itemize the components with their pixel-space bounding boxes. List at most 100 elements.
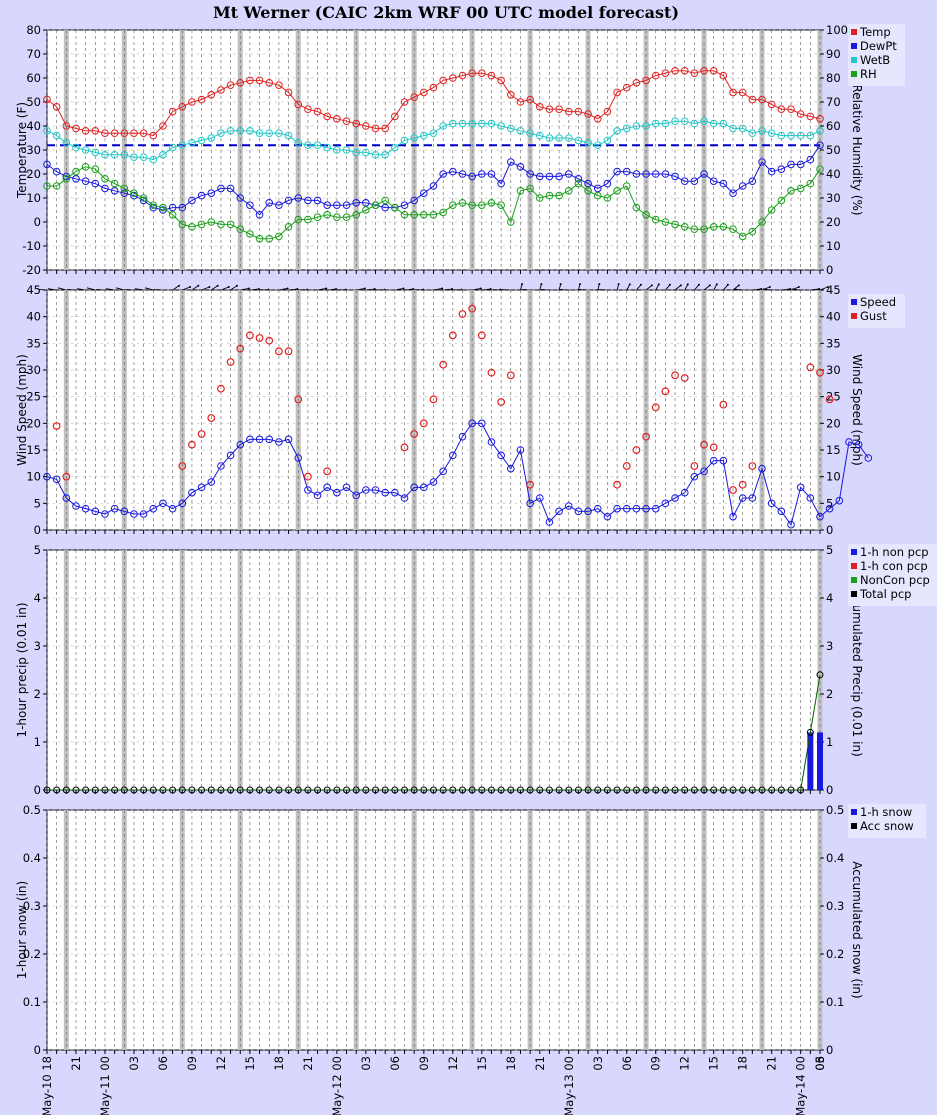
gust-point bbox=[526, 480, 535, 489]
x-tick-label: 18 bbox=[272, 1056, 286, 1071]
y-axis-label: 1-hour snow (in) bbox=[15, 881, 29, 979]
wind-arrow-head bbox=[247, 287, 250, 290]
legend-swatch bbox=[851, 57, 857, 63]
speed-point bbox=[342, 483, 351, 492]
y-tick-label: 15 bbox=[26, 443, 41, 457]
dewpt-point bbox=[497, 179, 505, 188]
accum-point bbox=[149, 786, 157, 794]
rh-point bbox=[700, 225, 708, 233]
wetb-point bbox=[207, 134, 216, 142]
dewpt-point bbox=[468, 172, 476, 181]
y-tick-label: 0.3 bbox=[23, 899, 41, 913]
y-axis-label: Wind Speed (mph) bbox=[15, 354, 29, 466]
legend-swatch bbox=[851, 823, 857, 829]
accum-point bbox=[169, 786, 177, 794]
y2-tick-label: 0.4 bbox=[826, 851, 844, 865]
speed-point bbox=[671, 494, 679, 502]
gust-point bbox=[497, 398, 506, 406]
chart-title: Mt Werner (CAIC 2km WRF 00 UTC model for… bbox=[213, 3, 679, 22]
speed-point bbox=[603, 512, 612, 521]
dewpt-point bbox=[52, 167, 61, 176]
speed-point bbox=[52, 475, 61, 484]
legend-label: 1-h non pcp bbox=[860, 545, 929, 559]
accum-point bbox=[420, 786, 428, 794]
accum-point bbox=[642, 786, 650, 794]
temp-point bbox=[197, 95, 206, 104]
x-tick-label: 15 bbox=[243, 1056, 257, 1071]
y-tick-label: 0 bbox=[34, 523, 41, 537]
accum-point bbox=[285, 786, 293, 794]
y-tick-label: 50 bbox=[26, 95, 41, 109]
dewpt-point bbox=[101, 184, 109, 193]
dewpt-point bbox=[333, 201, 341, 209]
rh-point bbox=[101, 175, 109, 183]
speed-point bbox=[526, 499, 534, 508]
temp-point bbox=[796, 110, 805, 118]
accum-point bbox=[700, 786, 708, 794]
rh-point bbox=[796, 184, 805, 193]
y2-tick-label: 45 bbox=[826, 283, 841, 297]
accum-point bbox=[343, 786, 351, 794]
y2-axis-label: Accumulated snow (in) bbox=[850, 861, 864, 998]
accum-point bbox=[53, 786, 61, 794]
accum-point bbox=[787, 786, 795, 794]
accum-point bbox=[401, 786, 409, 794]
gust-point bbox=[52, 422, 61, 430]
rh-point bbox=[816, 165, 824, 173]
wind-arrow-head bbox=[216, 284, 219, 287]
temp-point bbox=[371, 124, 380, 133]
dewpt-point bbox=[275, 201, 283, 209]
accum-point bbox=[323, 786, 331, 794]
accum-point bbox=[516, 786, 524, 794]
gust-point bbox=[217, 384, 225, 393]
y-tick-label: 0 bbox=[34, 1043, 41, 1057]
speed-point bbox=[246, 435, 254, 444]
y2-tick-label: 100 bbox=[826, 23, 848, 37]
speed-point bbox=[62, 494, 71, 502]
legend-label: Temp bbox=[859, 25, 891, 39]
dewpt-point bbox=[603, 179, 612, 188]
temp-point bbox=[622, 83, 631, 92]
x-tick-label: May-10 18 bbox=[40, 1056, 54, 1115]
dewpt-point bbox=[642, 170, 650, 178]
accum-point bbox=[497, 786, 505, 794]
speed-point bbox=[690, 472, 699, 481]
wind-arrow-head bbox=[650, 284, 653, 287]
dewpt-point bbox=[613, 167, 621, 176]
temp-point bbox=[236, 79, 245, 87]
wetb-point bbox=[236, 127, 245, 135]
speed-point bbox=[854, 440, 863, 449]
y-tick-label: -10 bbox=[22, 239, 41, 253]
rh-point bbox=[593, 191, 602, 200]
x-tick-label: May-13 00 bbox=[562, 1056, 576, 1115]
dewpt-point bbox=[816, 141, 824, 149]
accum-point bbox=[478, 786, 486, 794]
y-tick-label: 0.5 bbox=[23, 803, 41, 817]
speed-point bbox=[748, 494, 757, 502]
gust-point bbox=[275, 347, 283, 356]
y2-tick-label: 4 bbox=[826, 591, 833, 605]
y-tick-label: 60 bbox=[26, 71, 41, 85]
speed-point bbox=[294, 454, 303, 462]
temp-point bbox=[159, 122, 167, 130]
dewpt-point bbox=[72, 175, 80, 183]
x-tick-label: 21 bbox=[301, 1056, 315, 1071]
temp-point bbox=[265, 79, 274, 87]
temperature-panel: -20 -10 0 10 20 30 40 50 60 70 80 0 10 20 30 40 50 60 70 80… bbox=[15, 23, 905, 277]
wetb-point bbox=[284, 131, 293, 140]
wind-arrow-head bbox=[697, 283, 700, 286]
speed-point bbox=[796, 483, 805, 492]
y2-tick-label: 30 bbox=[826, 363, 841, 377]
y-tick-label: 5 bbox=[34, 496, 41, 510]
temp-point bbox=[816, 115, 824, 123]
rh-point bbox=[767, 206, 776, 214]
speed-point bbox=[130, 510, 138, 518]
wind-arrow-head bbox=[197, 284, 200, 287]
rh-point bbox=[516, 187, 525, 195]
wind-arrow-head bbox=[679, 284, 682, 287]
dewpt-point bbox=[217, 184, 225, 193]
y2-tick-label: 0.2 bbox=[826, 947, 844, 961]
speed-point bbox=[700, 467, 708, 476]
gust-point bbox=[323, 467, 332, 476]
